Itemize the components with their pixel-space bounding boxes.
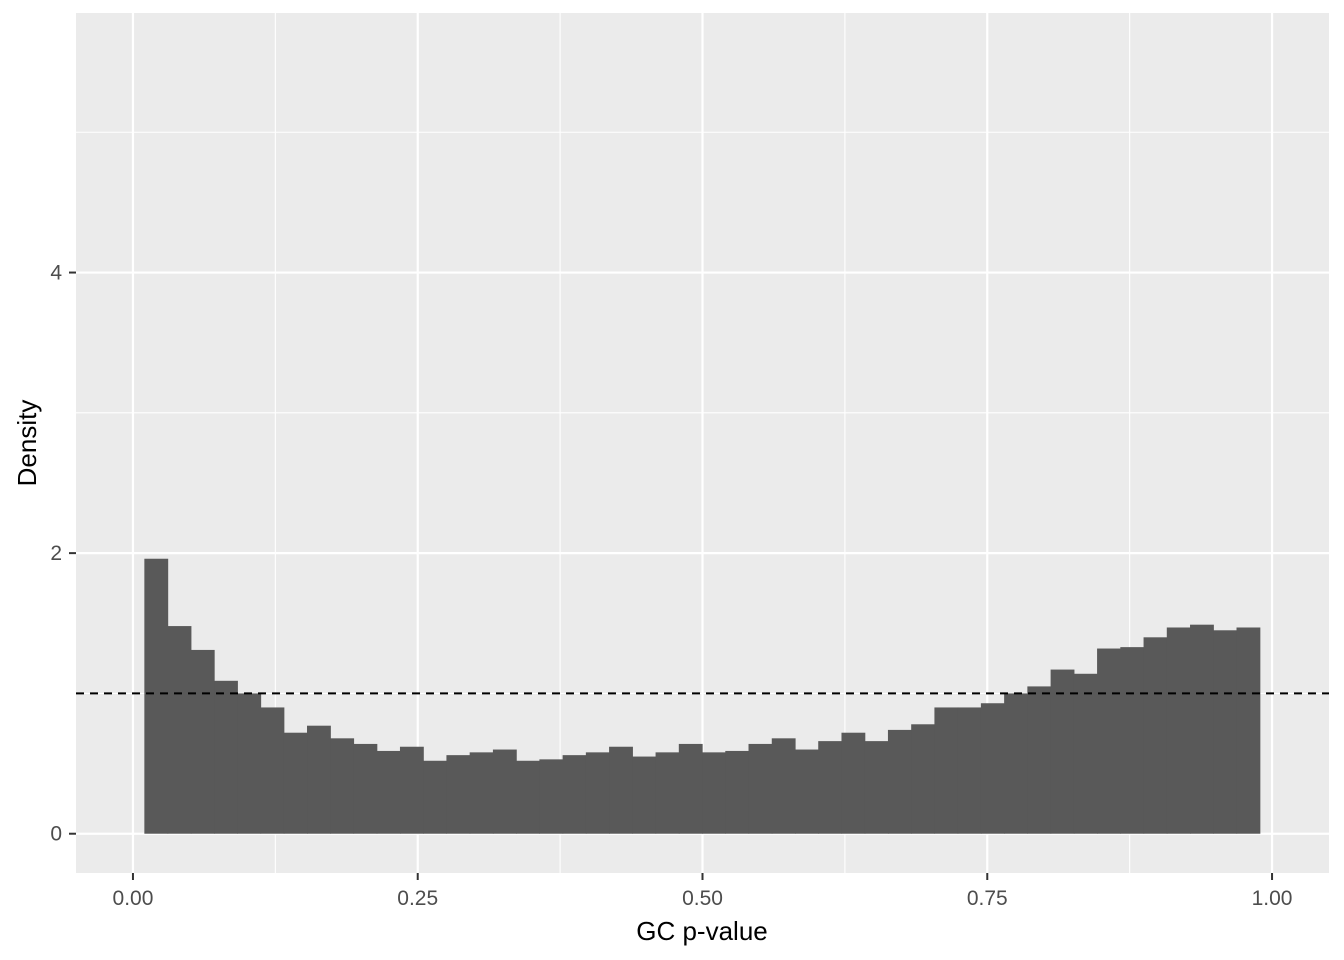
histogram-bar <box>748 743 773 834</box>
histogram-bar <box>911 724 936 834</box>
y-tick-label: 4 <box>50 262 62 285</box>
histogram-bar <box>794 749 819 834</box>
histogram-bar <box>1166 627 1191 834</box>
histogram-bar <box>562 755 587 834</box>
histogram-bar <box>678 743 703 834</box>
y-axis: 0 2 4 <box>50 262 76 846</box>
histogram-bar <box>585 752 610 834</box>
histogram-bar <box>190 649 215 834</box>
histogram-bar <box>399 746 424 834</box>
histogram-bar <box>934 707 959 834</box>
histogram-bar <box>1213 630 1238 834</box>
histogram-bar <box>539 759 564 834</box>
histogram-bar <box>655 752 680 834</box>
histogram-bar <box>1190 624 1214 834</box>
histogram-bar <box>1027 686 1052 834</box>
histogram-bar <box>260 707 285 834</box>
histogram-bar <box>423 760 448 834</box>
histogram-bar <box>214 680 238 834</box>
histogram-bar <box>469 752 494 834</box>
histogram-bar <box>237 693 262 834</box>
histogram-bar <box>1236 627 1261 834</box>
histogram-bar <box>632 756 657 834</box>
histogram-bar <box>980 703 1005 834</box>
x-tick-label: 0.75 <box>967 887 1008 910</box>
histogram-bar <box>144 558 169 834</box>
histogram-bar <box>818 741 843 834</box>
x-tick-label: 1.00 <box>1252 887 1293 910</box>
histogram-bar <box>283 732 308 834</box>
histogram-bar <box>887 729 912 834</box>
histogram-bar <box>376 750 401 834</box>
histogram-bar <box>1143 637 1168 834</box>
histogram-bar <box>725 750 750 834</box>
x-tick-label: 0.25 <box>397 887 438 910</box>
histogram-bar <box>167 626 192 834</box>
x-axis: 0.00 0.25 0.50 0.75 1.00 <box>113 873 1293 910</box>
x-axis-title: GC p-value <box>636 916 768 946</box>
histogram-bar <box>771 738 796 834</box>
histogram-bar <box>446 755 471 834</box>
histogram-bar <box>1050 669 1075 834</box>
y-tick-label: 0 <box>50 823 62 846</box>
histogram-bar <box>1073 673 1098 834</box>
histogram-bar <box>330 738 355 834</box>
x-tick-label: 0.50 <box>682 887 723 910</box>
histogram-bar <box>307 725 331 834</box>
histogram-bar <box>1004 693 1028 834</box>
histogram-bar <box>702 752 726 834</box>
histogram-bar <box>1097 648 1121 834</box>
histogram-bar <box>1120 647 1145 834</box>
histogram-bar <box>864 741 889 834</box>
x-tick-label: 0.00 <box>113 887 154 910</box>
histogram-bar <box>609 746 633 834</box>
histogram-bar <box>841 732 866 834</box>
histogram-bar <box>957 707 982 834</box>
histogram-bar <box>492 749 517 834</box>
histogram-bar <box>516 760 540 834</box>
histogram-bars <box>144 558 1261 834</box>
y-axis-title: Density <box>12 400 42 487</box>
y-tick-label: 2 <box>50 542 62 565</box>
histogram-bar <box>353 743 378 834</box>
